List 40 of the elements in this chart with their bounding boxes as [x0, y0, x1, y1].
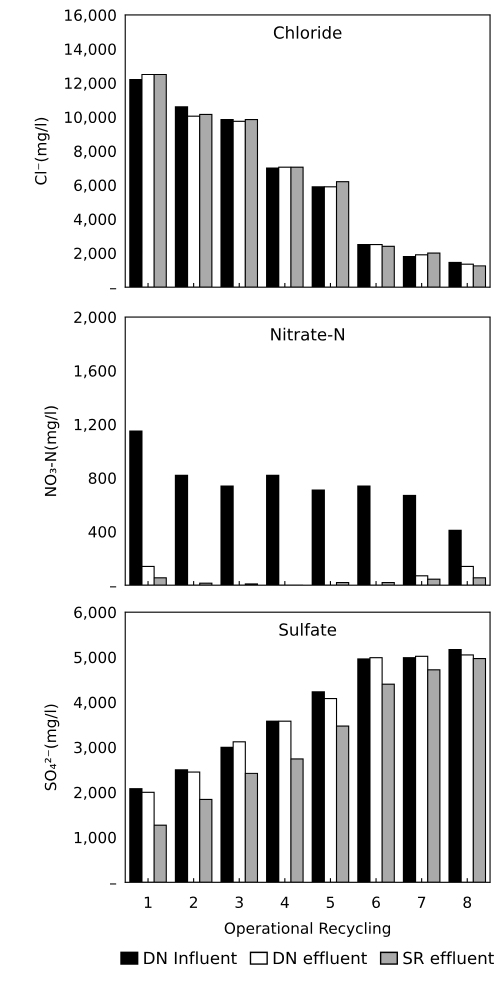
- x-axis-title: Operational Recycling: [224, 922, 390, 937]
- y-tick-label: 1,000: [74, 832, 116, 845]
- y-tick-label: 2,000: [74, 312, 116, 325]
- y-tick-label: 2,000: [74, 786, 116, 800]
- y-tick-label: 4,000: [74, 214, 116, 227]
- text: Sulfate: [279, 623, 336, 636]
- y-tick-label: 12,000: [65, 77, 116, 91]
- y-tick-label: 2,000: [74, 248, 116, 261]
- y-tick-label: 6,000: [74, 180, 116, 193]
- y-tick-label: 14,000: [65, 43, 116, 57]
- x-tick-label: 5: [326, 896, 334, 908]
- y-tick-label: 8,000: [74, 146, 116, 159]
- y-tick-label: –: [110, 586, 116, 588]
- text: Chloride: [274, 26, 342, 39]
- y-axis-title: SO₄²⁻(mg/l): [44, 704, 60, 790]
- legend-label: DN effluent: [274, 951, 367, 964]
- y-tick-label: 5,000: [74, 652, 116, 665]
- legend-label: DN Influent: [144, 951, 237, 964]
- x-tick-label: 4: [280, 896, 289, 908]
- legend-label: SR effluent: [403, 951, 494, 964]
- x-tick-label: 8: [463, 896, 472, 908]
- y-tick-label: 16,000: [65, 9, 116, 23]
- y-tick-label: 4,000: [74, 696, 116, 710]
- y-tick-label: 6,000: [74, 606, 116, 620]
- y-tick-label: 10,000: [65, 111, 116, 125]
- y-axis-title: NO₃-N(mg/l): [44, 406, 60, 496]
- y-tick-label: 1,200: [74, 418, 116, 432]
- x-tick-label: 2: [190, 896, 197, 908]
- x-tick-label: 7: [418, 896, 426, 908]
- x-tick-label: 1: [144, 896, 152, 908]
- y-tick-label: 3,000: [74, 742, 116, 755]
- y-tick-label: 400: [88, 526, 116, 538]
- x-tick-label: 3: [236, 896, 243, 908]
- y-axis-title: Cl⁻(mg/l): [34, 118, 50, 185]
- text: Nitrate-N: [271, 328, 344, 341]
- x-tick-label: 6: [372, 896, 380, 908]
- y-tick-label: –: [110, 288, 116, 290]
- y-tick-label: 1,600: [74, 365, 116, 378]
- y-tick-label: –: [110, 883, 116, 884]
- y-tick-label: 800: [88, 472, 116, 484]
